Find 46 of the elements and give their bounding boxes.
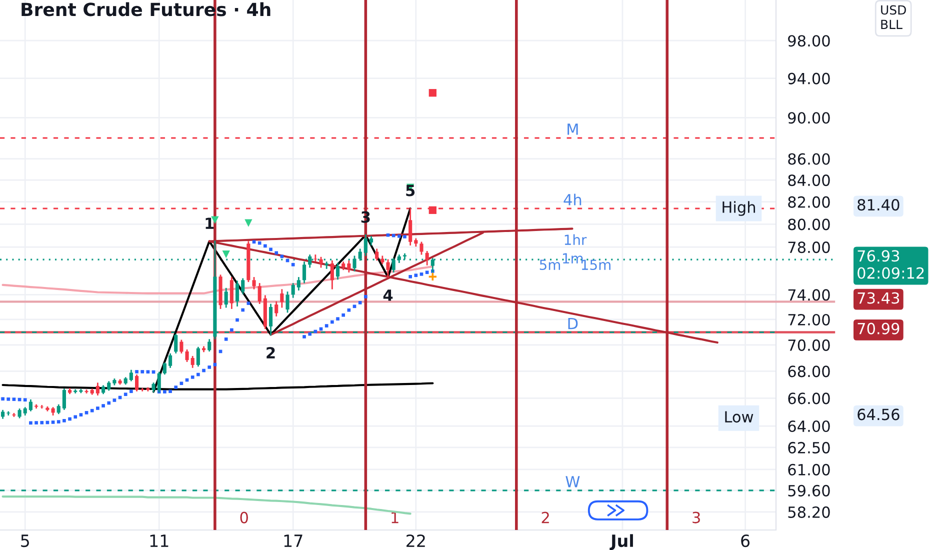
annotation: 5 [406,184,415,196]
annotation: 15m [582,260,610,270]
ref-line-label: M [568,124,578,135]
ref-line-label: 4h [564,194,582,206]
y-tick-label: 59.60 [788,484,830,496]
annotation: 5m [540,260,560,270]
x-tick-label: 5 [21,534,29,548]
annotation: 4 [383,290,393,301]
y-tick-label: 70.00 [788,339,830,351]
y-tick-label: 68.00 [788,366,830,378]
annotation: 2 [266,347,275,358]
ref-line-label: D [568,318,578,330]
x-tick-label: Jul [610,534,633,550]
ref-line-label: W [566,476,580,488]
annotation: Low [725,411,754,423]
text: 64.56 [858,408,900,420]
x-tick-label: 22 [406,534,425,547]
x-tick-label: 6 [741,534,750,548]
annotation: High [722,201,756,216]
annotation: 1m [563,253,583,264]
annotation: 3 [692,512,700,524]
y-tick-label: 74.00 [788,289,830,301]
y-tick-label: 66.00 [788,392,830,404]
y-tick-label: 84.00 [788,174,830,186]
ref-line-label: 70.99 [858,322,900,334]
text: 81.40 [858,199,900,211]
y-tick-label: 86.00 [788,153,830,165]
y-tick-label: 90.00 [788,112,830,124]
annotation: 2 [542,512,549,524]
y-axis-title: USD BLL [881,5,906,29]
y-tick-label: 61.00 [788,464,830,476]
y-tick-label: 80.00 [788,218,830,230]
y-tick-label: 98.00 [788,35,830,47]
y-tick-label: 94.00 [788,72,830,84]
ref-line-label: 76.93 02:09:12 [858,250,924,279]
x-tick-label: 11 [150,534,168,547]
y-tick-label: 58.20 [788,506,830,518]
y-tick-label: 72.00 [788,314,830,326]
y-tick-label: 64.00 [788,420,830,432]
ref-line-label: 73.43 [858,292,900,304]
y-tick-label: 62.50 [788,442,830,454]
y-tick-label: 78.00 [788,242,830,254]
x-tick-label: 17 [284,534,302,547]
annotation: 1hr [564,234,587,245]
annotation: 0 [240,512,248,524]
y-tick-label: 82.00 [788,196,830,208]
